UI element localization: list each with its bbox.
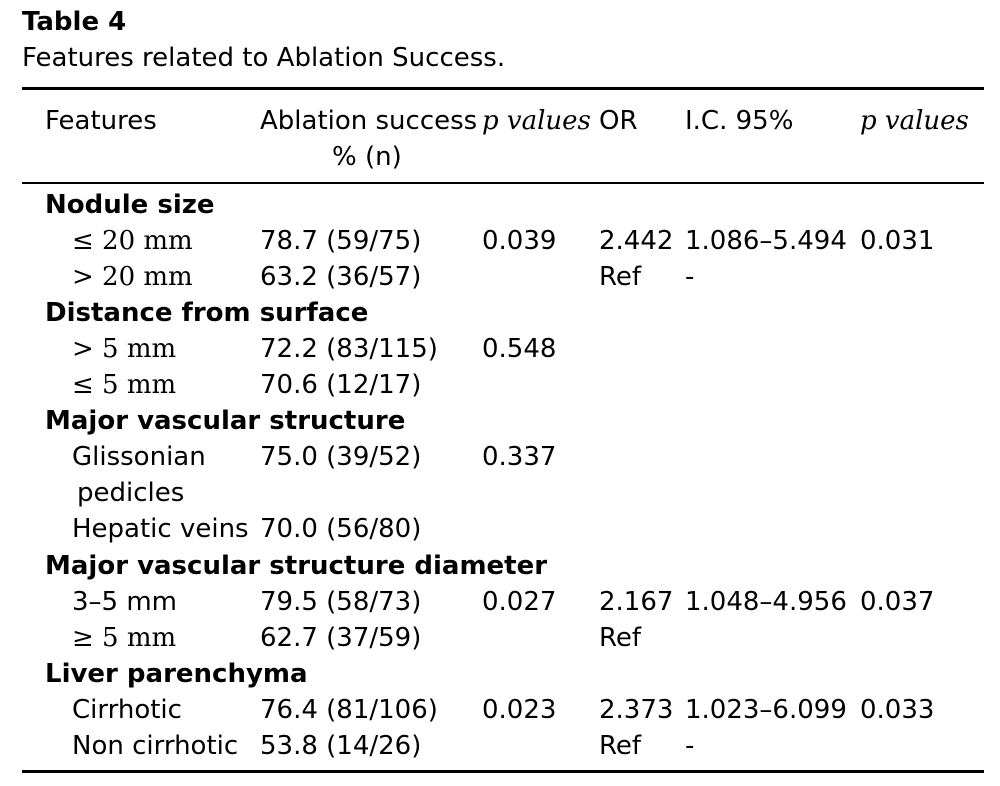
row-or: 2.373 [599,695,674,725]
row-or: Ref [599,262,642,292]
header-ablation-success-unit: % (n) [332,142,402,172]
row-success: 79.5 (58/73) [260,587,422,617]
row-feature: Hepatic veins [72,514,249,544]
row-ci: 1.048–4.956 [685,587,847,617]
row-p-value-1: 0.027 [482,587,557,617]
row-or: Ref [599,623,642,653]
header-ci: I.C. 95% [685,106,794,136]
row-success: 75.0 (39/52) [260,442,422,472]
header-p-values-2: p values [860,106,969,136]
row-p-value-2: 0.031 [860,226,935,256]
group-title-major-vascular-structure: Major vascular structure [45,406,406,436]
row-ci: 1.023–6.099 [685,695,847,725]
row-ci: 1.086–5.494 [685,226,847,256]
row-feature: ≥ 5 mm [72,623,177,653]
row-success: 62.7 (37/59) [260,623,422,653]
row-success: 72.2 (83/115) [260,334,438,364]
header-or: OR [599,106,638,136]
row-p-value-2: 0.037 [860,587,935,617]
row-feature-continuation: pedicles [77,478,185,508]
row-success: 78.7 (59/75) [260,226,422,256]
row-feature: 3–5 mm [72,587,178,617]
row-success: 76.4 (81/106) [260,695,438,725]
header-ablation-success: Ablation success [260,106,478,136]
group-title-distance-from-surface: Distance from surface [45,298,369,328]
row-feature: ≤ 20 mm [72,226,193,256]
row-success: 63.2 (36/57) [260,262,422,292]
row-or: Ref [599,731,642,761]
row-feature: Cirrhotic [72,695,182,725]
row-feature: > 5 mm [72,334,177,364]
row-ci: - [685,731,695,761]
row-p-value-1: 0.039 [482,226,557,256]
bottom-rule [22,770,984,773]
row-or: 2.167 [599,587,674,617]
group-title-liver-parenchyma: Liver parenchyma [45,659,308,689]
row-or: 2.442 [599,226,674,256]
header-p-values-1: p values [482,106,591,136]
group-title-nodule-size: Nodule size [45,190,215,220]
row-feature: Non cirrhotic [72,731,239,761]
row-p-value-1: 0.548 [482,334,557,364]
group-title-vascular-diameter: Major vascular structure diameter [45,551,548,581]
row-success: 53.8 (14/26) [260,731,422,761]
row-feature: Glissonian [72,442,206,472]
row-p-value-1: 0.023 [482,695,557,725]
row-p-value-1: 0.337 [482,442,557,472]
row-feature: > 20 mm [72,262,193,292]
row-p-value-2: 0.033 [860,695,935,725]
row-success: 70.6 (12/17) [260,370,422,400]
header-rule [22,182,984,184]
header-features: Features [45,106,157,136]
row-ci: - [685,262,695,292]
top-rule [22,87,984,90]
table-caption-title: Table 4 [22,7,127,37]
row-success: 70.0 (56/80) [260,514,422,544]
row-feature: ≤ 5 mm [72,370,177,400]
table-caption-text: Features related to Ablation Success. [22,43,506,73]
